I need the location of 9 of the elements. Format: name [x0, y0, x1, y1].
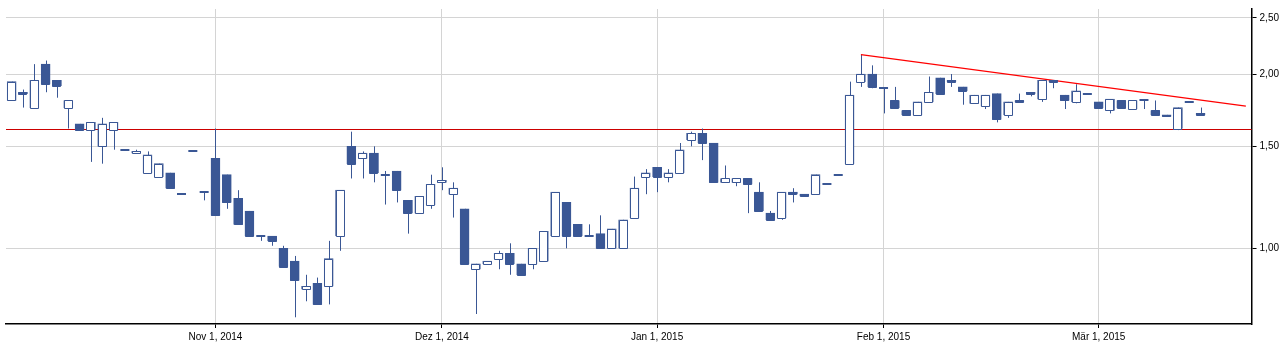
x-tick-label: Jan 1, 2015 [630, 330, 684, 342]
y-tick-label: 2,50 [1259, 11, 1280, 23]
x-tick-label: Dez 1, 2014 [414, 330, 470, 342]
x-tick-label: Mär 1, 2015 [1071, 330, 1126, 342]
y-tick-label: 2,00 [1259, 67, 1280, 79]
y-tick-label: 1,00 [1259, 242, 1280, 254]
x-tick-label: Nov 1, 2014 [188, 330, 243, 342]
y-tick-label: 1,50 [1259, 140, 1280, 152]
x-tick-label: Feb 1, 2015 [856, 330, 911, 342]
